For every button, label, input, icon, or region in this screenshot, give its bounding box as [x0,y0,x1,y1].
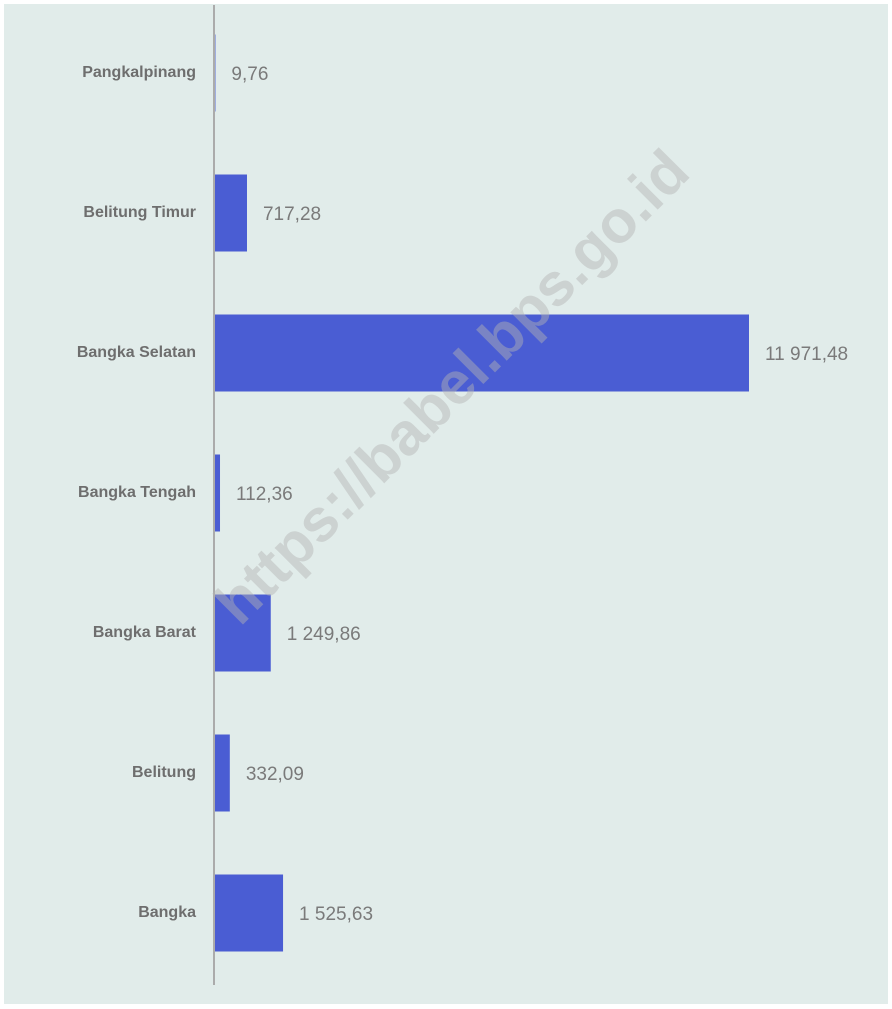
value-label: 11 971,48 [765,344,848,365]
category-label: Bangka [138,904,196,921]
value-label: 9,76 [231,64,268,85]
value-label: 1 525,63 [299,904,373,925]
category-label: Pangkalpinang [82,64,196,81]
bar [215,314,749,392]
category-label: Bangka Tengah [78,484,196,501]
category-label: Bangka Selatan [77,344,196,361]
bar [215,734,230,812]
bar [215,454,221,532]
category-label: Belitung Timur [83,204,196,221]
category-label: Bangka Barat [93,624,197,641]
value-label: 112,36 [236,484,293,505]
value-label: 1 249,86 [287,624,361,645]
plot-background [4,4,888,1004]
bar [215,594,271,672]
bar [215,174,247,252]
value-label: 717,28 [263,204,321,225]
value-label: 332,09 [246,764,304,785]
bar [215,874,284,952]
category-label: Belitung [132,764,196,781]
